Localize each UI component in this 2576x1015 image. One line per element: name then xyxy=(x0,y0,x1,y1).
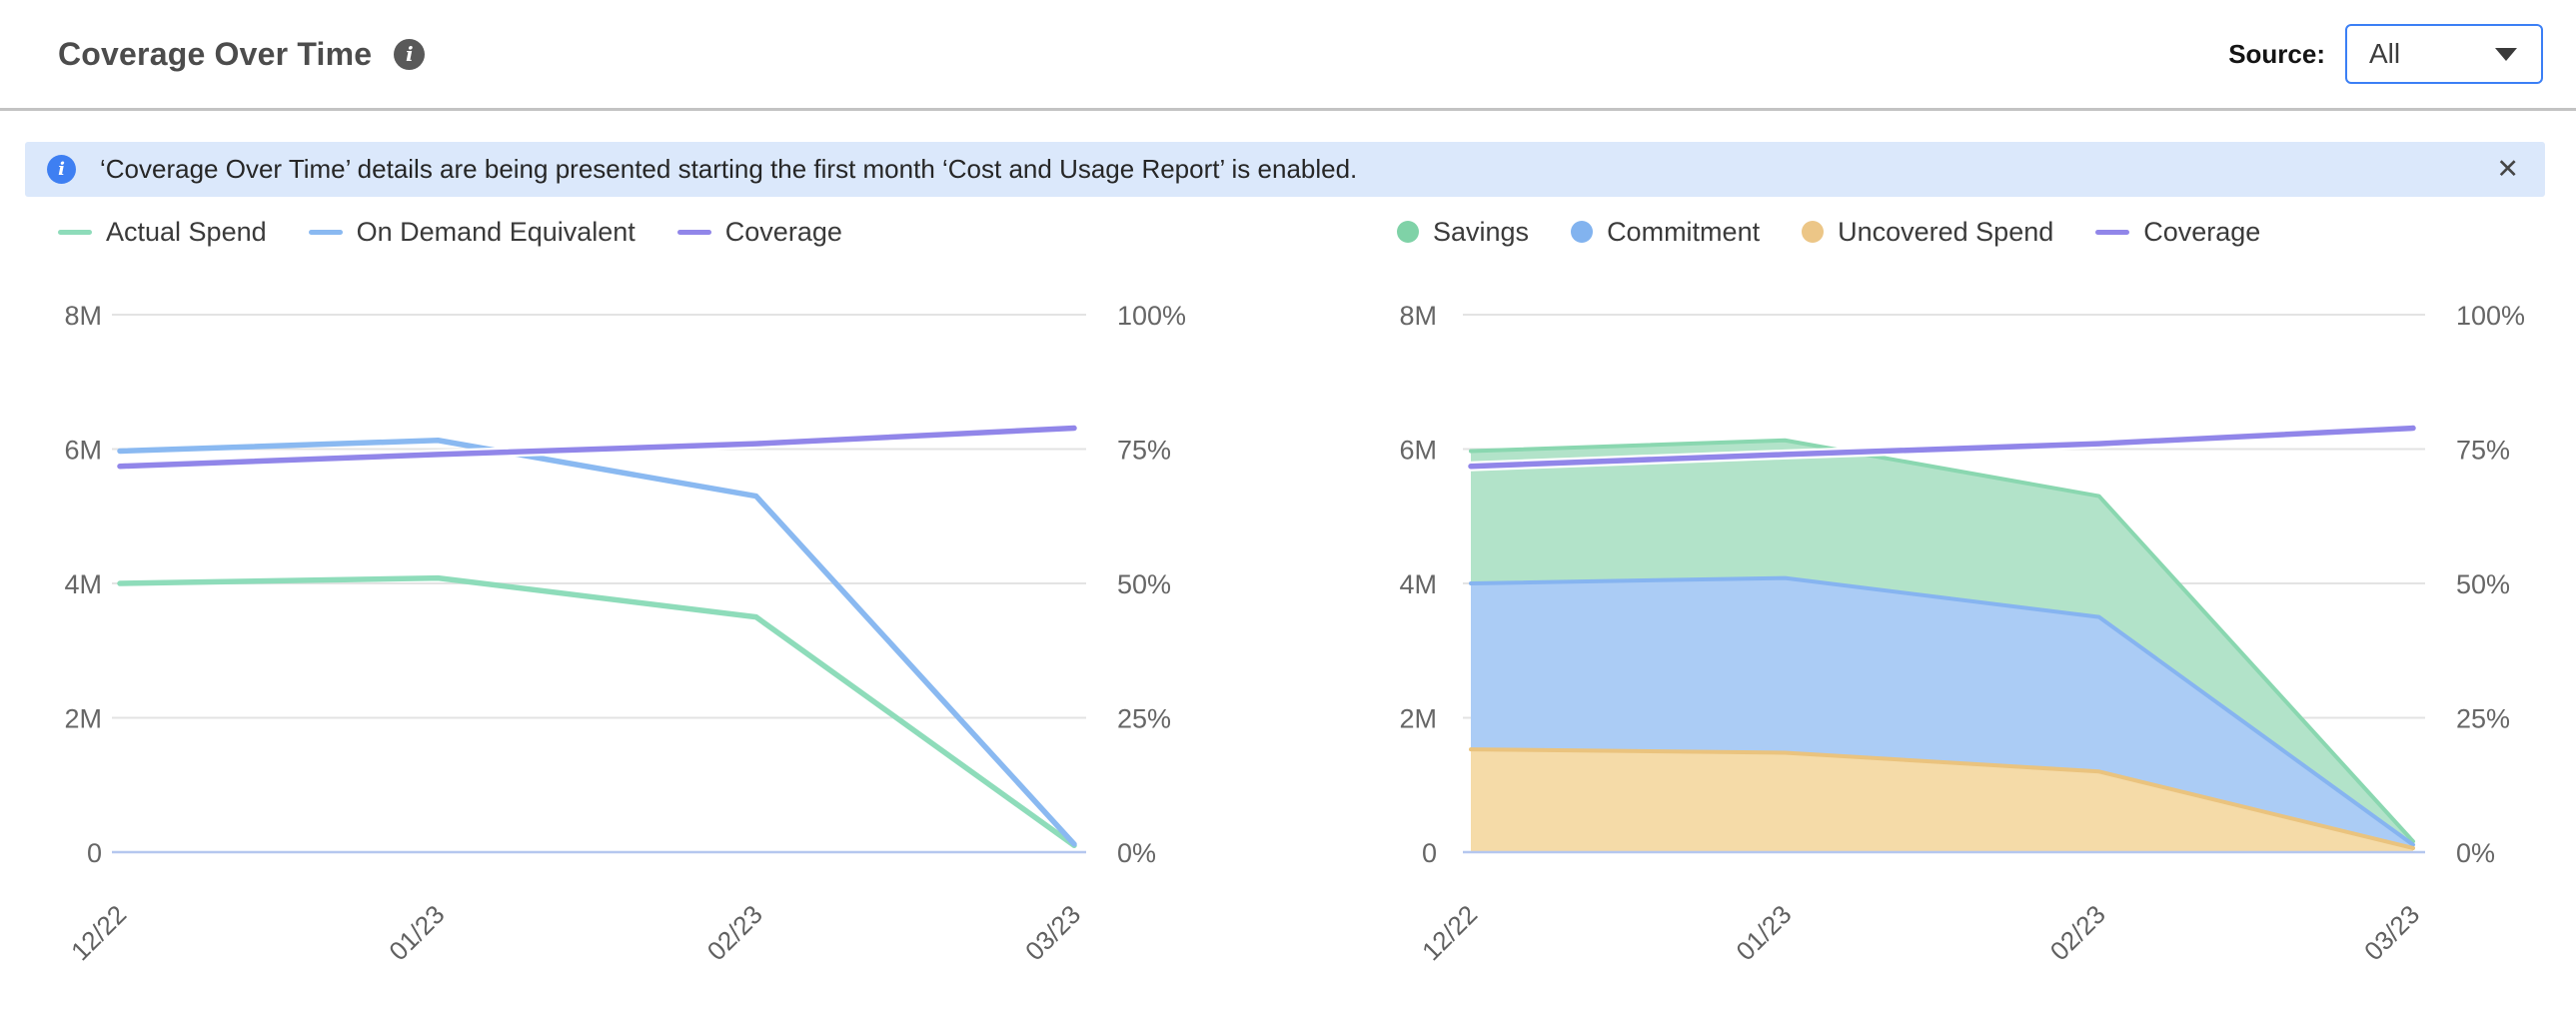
charts-row: Actual Spend On Demand Equivalent Coverage… xyxy=(0,197,2576,982)
line-coverage xyxy=(1468,425,2416,470)
legend-marker-circle xyxy=(1571,221,1594,243)
panel-header: Coverage Over Time i Source: All xyxy=(0,0,2576,108)
y-axis-right-tick: 50% xyxy=(2456,569,2510,599)
coverage-area-chart: Savings Commitment Uncovered Spend Coverage… xyxy=(1297,197,2576,982)
y-axis-left-tick: 2M xyxy=(64,704,102,734)
y-axis-right-tick: 100% xyxy=(2456,301,2525,331)
legend-item-actual-spend[interactable]: Actual Spend xyxy=(58,217,267,248)
title-info-icon[interactable]: i xyxy=(394,38,426,70)
y-axis-right-tick: 75% xyxy=(2456,436,2510,466)
coverage-area-chart-canvas[interactable]: 8M 6M 4M 2M 0 100% 75% 50% 25% 0% 12/22 01/23 02/23 0… xyxy=(1297,267,2576,982)
x-axis-tick: 03/23 xyxy=(2358,899,2425,966)
legend-label: Coverage xyxy=(724,216,842,247)
y-axis-left-tick: 4M xyxy=(64,569,102,599)
banner-message: ‘Coverage Over Time’ details are being p… xyxy=(100,154,1358,184)
line-coverage xyxy=(117,425,1077,470)
x-axis-tick: 02/23 xyxy=(2044,899,2111,966)
x-axis-tick: 12/22 xyxy=(65,899,132,966)
legend-item-uncovered-spend[interactable]: Uncovered Spend xyxy=(1802,217,2053,248)
x-axis-tick: 12/22 xyxy=(1416,899,1483,966)
spend-line-chart-canvas[interactable]: 8M 6M 4M 2M 0 100% 75% 50% 25% 0% 12/22 01/23 02/23 0… xyxy=(20,267,1279,982)
y-axis-left-tick: 4M xyxy=(1399,569,1437,599)
legend-marker-circle xyxy=(1802,221,1825,243)
y-axis-right-tick: 100% xyxy=(1117,301,1186,331)
y-axis-right-tick: 75% xyxy=(1117,436,1171,466)
legend-marker-dash xyxy=(676,229,711,235)
legend-marker-dash xyxy=(2095,229,2130,235)
line-on-demand-equivalent xyxy=(117,438,1077,847)
legend-label: Actual Spend xyxy=(106,216,267,247)
legend-item-coverage[interactable]: Coverage xyxy=(2095,217,2260,248)
legend-marker-circle xyxy=(1397,221,1419,243)
source-dropdown-value: All xyxy=(2369,38,2401,69)
legend-item-savings[interactable]: Savings xyxy=(1397,217,1529,248)
source-dropdown[interactable]: All xyxy=(2345,24,2543,84)
source-label: Source: xyxy=(2228,38,2325,69)
close-icon[interactable]: ✕ xyxy=(2496,154,2519,184)
legend-marker-dash xyxy=(308,229,343,235)
legend-item-commitment[interactable]: Commitment xyxy=(1571,217,1760,248)
y-axis-left-tick: 0 xyxy=(1422,838,1437,868)
y-axis-left-tick: 2M xyxy=(1399,704,1437,734)
info-icon: i xyxy=(47,155,76,184)
line-actual-spend xyxy=(117,574,1077,849)
x-axis-tick: 01/23 xyxy=(1730,899,1797,966)
y-axis-left-tick: 8M xyxy=(64,301,102,331)
chevron-down-icon xyxy=(2495,47,2517,61)
x-axis-tick: 02/23 xyxy=(701,899,768,966)
y-axis-left-tick: 6M xyxy=(1399,436,1437,466)
legend-label: On Demand Equivalent xyxy=(356,216,636,247)
area-uncovered-spend xyxy=(1471,749,2413,852)
info-banner: i ‘Coverage Over Time’ details are being… xyxy=(25,142,2545,197)
y-axis-left-tick: 8M xyxy=(1399,301,1437,331)
legend-item-on-demand-equivalent[interactable]: On Demand Equivalent xyxy=(308,216,636,248)
y-axis-left-tick: 0 xyxy=(87,838,102,868)
y-axis-right-tick: 25% xyxy=(2456,704,2510,734)
y-axis-right-tick: 0% xyxy=(1117,838,1156,868)
x-axis-tick: 01/23 xyxy=(383,899,450,966)
legend-label: Commitment xyxy=(1607,216,1761,247)
legend-label: Uncovered Spend xyxy=(1838,216,2054,247)
header-divider xyxy=(0,108,2576,111)
page-title: Coverage Over Time xyxy=(58,35,373,72)
legend-label: Savings xyxy=(1433,216,1530,247)
x-axis-tick: 03/23 xyxy=(1019,899,1086,966)
coverage-chart-legend: Savings Commitment Uncovered Spend Coverage xyxy=(1297,197,2576,267)
spend-chart-legend: Actual Spend On Demand Equivalent Coverage xyxy=(20,197,1279,267)
y-axis-right-tick: 50% xyxy=(1117,569,1171,599)
spend-line-chart: Actual Spend On Demand Equivalent Coverage… xyxy=(20,197,1279,982)
y-axis-right-tick: 25% xyxy=(1117,704,1171,734)
y-axis-right-tick: 0% xyxy=(2456,838,2495,868)
legend-item-coverage[interactable]: Coverage xyxy=(676,216,842,248)
legend-label: Coverage xyxy=(2143,216,2261,247)
legend-marker-dash xyxy=(58,229,92,235)
y-axis-left-tick: 6M xyxy=(64,436,102,466)
